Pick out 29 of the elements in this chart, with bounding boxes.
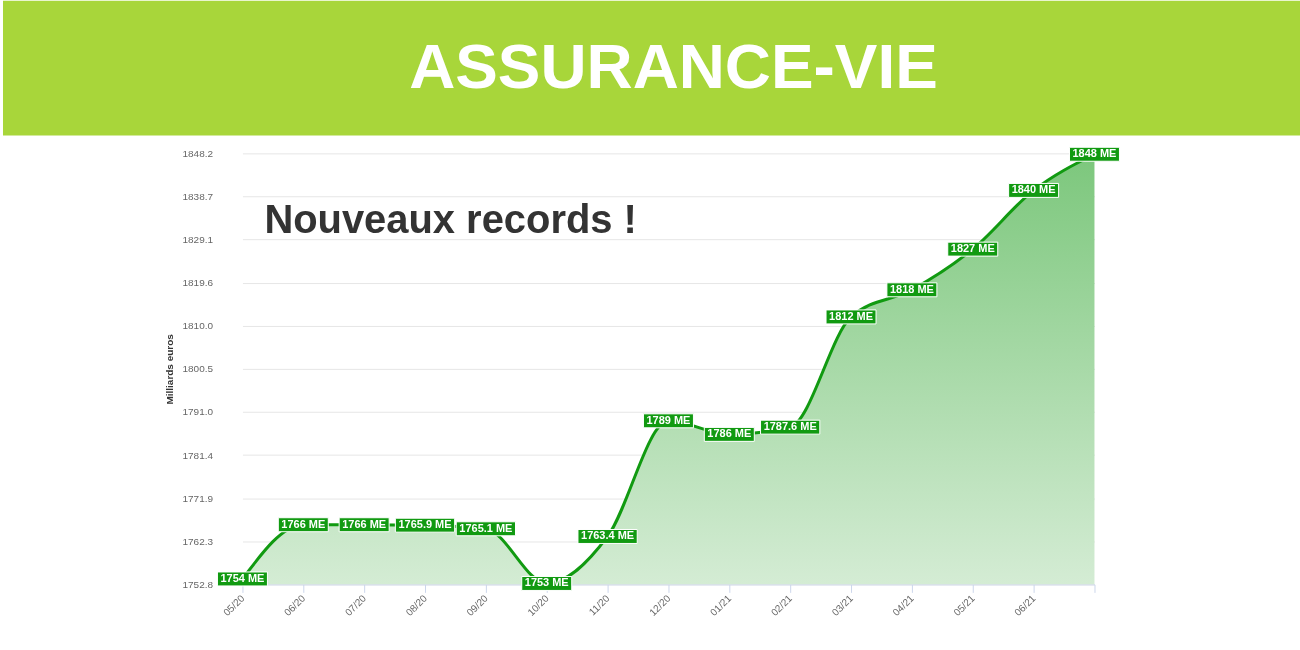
data-label: 1840 ME	[1011, 183, 1056, 196]
data-label: 1754 ME	[220, 571, 265, 584]
y-tick-label: 1810.0	[182, 320, 214, 332]
y-tick-label: 1838.7	[182, 190, 214, 202]
y-tick-label: 1791.0	[182, 406, 214, 418]
data-label: 1789 ME	[646, 413, 691, 426]
data-label: 1765.1 ME	[459, 521, 513, 534]
data-label: 1812 ME	[829, 309, 873, 322]
data-label: 1827 ME	[950, 242, 995, 255]
chart-title: ASSURANCE-VIE	[409, 29, 938, 102]
y-tick-label: 1848.2	[182, 147, 214, 159]
y-tick-label: 1762.3	[182, 535, 214, 547]
y-tick-label: 1829.1	[182, 234, 214, 246]
y-tick-label: 1819.6	[182, 277, 214, 289]
data-label: 1766 ME	[281, 517, 326, 530]
data-label: 1765.9 ME	[398, 518, 452, 531]
y-tick-label: 1752.8	[182, 578, 214, 590]
data-label: 1763.4 ME	[581, 529, 635, 542]
data-label: 1786 ME	[707, 427, 752, 440]
y-tick-label: 1800.5	[182, 363, 214, 375]
data-label: 1753 ME	[524, 576, 569, 589]
annotation: Nouveaux records !	[264, 197, 637, 242]
y-tick-label: 1771.9	[182, 492, 214, 504]
data-label: 1818 ME	[889, 282, 934, 295]
y-tick-label: 1781.4	[182, 449, 214, 461]
data-label: 1787.6 ME	[763, 420, 817, 433]
y-axis-title: Milliards euros	[163, 333, 175, 405]
data-label: 1766 ME	[342, 517, 387, 530]
data-label: 1848 ME	[1072, 147, 1117, 160]
